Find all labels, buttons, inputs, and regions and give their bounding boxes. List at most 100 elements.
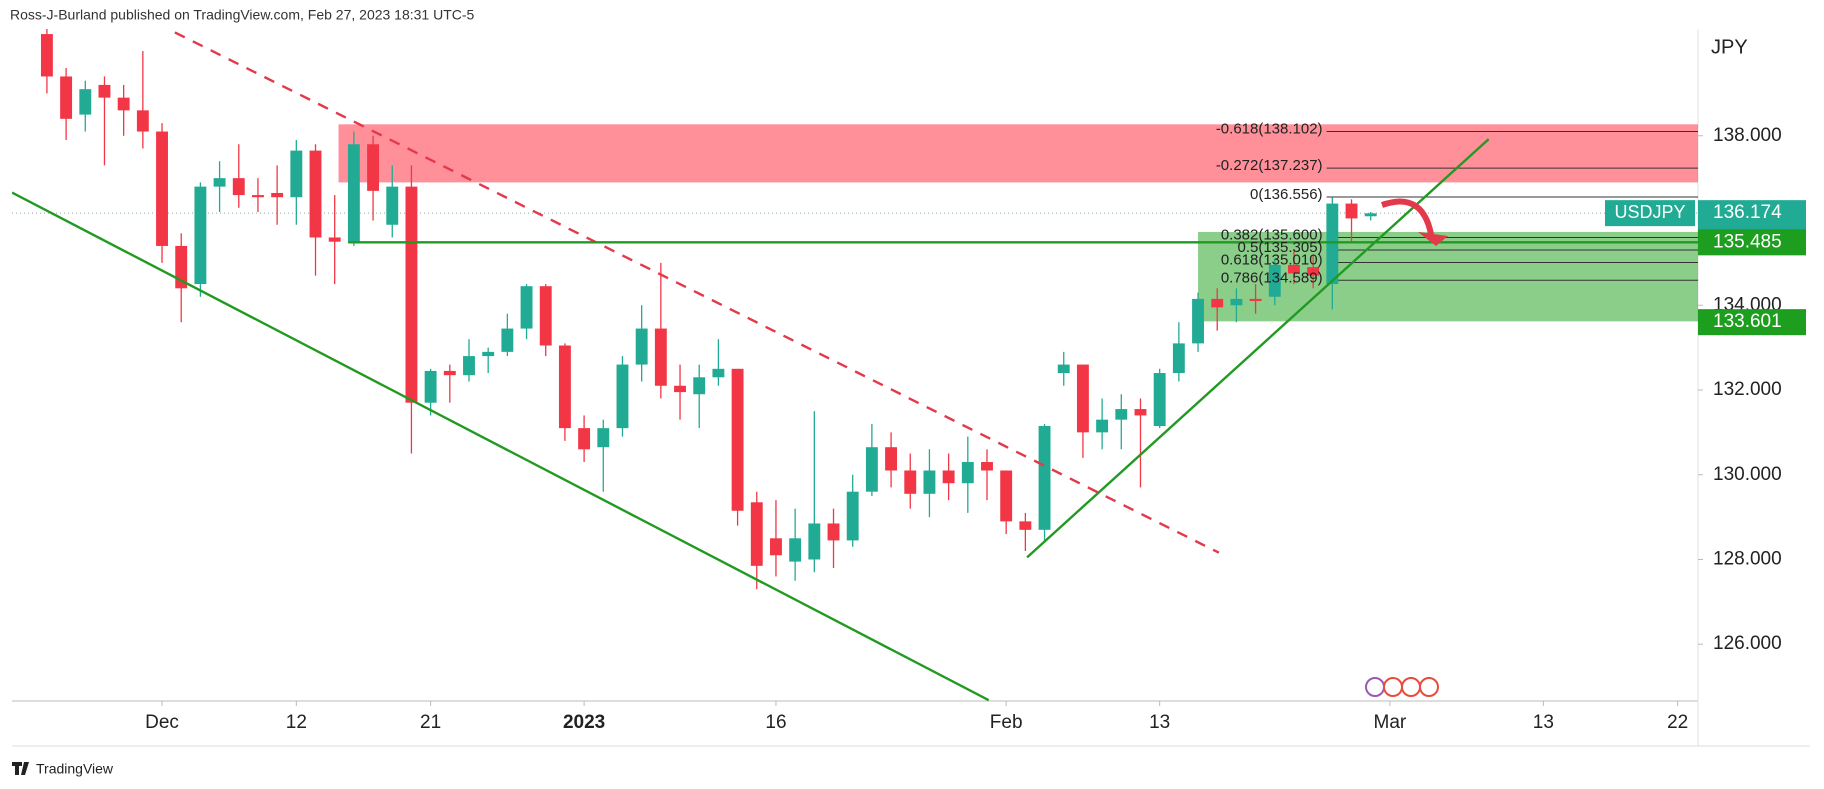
candle-body <box>1057 364 1070 374</box>
candle-body <box>1134 409 1147 416</box>
candle-body <box>367 144 380 191</box>
candle-body <box>290 150 303 198</box>
candle-body <box>770 538 782 556</box>
candle-body <box>1192 298 1204 344</box>
candle-body <box>712 368 725 378</box>
candle-body <box>1211 298 1224 308</box>
last-price-label: 136.174 <box>1713 202 1782 223</box>
candle-body <box>558 345 571 429</box>
candle-body <box>1115 409 1128 420</box>
candle-body <box>846 491 859 541</box>
candle-body <box>539 286 552 346</box>
plot-area <box>12 29 1698 701</box>
candle-body <box>885 447 898 471</box>
zone <box>1198 231 1698 322</box>
y-tick-label: 126.000 <box>1713 633 1782 654</box>
footer-text: TradingView <box>36 761 114 777</box>
zone <box>338 124 1698 183</box>
candle-body <box>1230 298 1243 306</box>
candle-body <box>386 186 399 225</box>
header: Ross-J-Burland published on TradingView.… <box>10 7 475 23</box>
candle-body <box>194 186 207 285</box>
fib-label: -0.618(138.102) <box>1216 120 1323 137</box>
candle-body <box>60 76 73 119</box>
price-level-badge <box>1698 229 1806 256</box>
candle-body <box>1364 213 1377 217</box>
x-tick-label: 12 <box>286 712 307 733</box>
candle-body <box>347 144 360 242</box>
candle-body <box>520 286 533 329</box>
y-tick-label: 128.000 <box>1713 548 1782 569</box>
candle-body <box>1153 373 1166 427</box>
candle-body <box>482 351 495 357</box>
candle-body <box>578 428 591 450</box>
x-tick-label: Dec <box>145 712 179 733</box>
x-tick-label: 2023 <box>563 712 605 733</box>
arrow-head <box>1418 232 1448 246</box>
candle-body <box>463 356 475 376</box>
candle-body <box>1345 203 1358 219</box>
symbol-label: USDJPY <box>1614 202 1685 222</box>
candle-body <box>1307 267 1320 276</box>
candle-body <box>904 470 917 494</box>
fib-label: 0.5(135.305) <box>1237 239 1322 256</box>
candle-body <box>1000 470 1013 522</box>
candle-body <box>1288 265 1300 274</box>
candle-body <box>654 328 667 386</box>
fib-label: 0.786(134.589) <box>1221 269 1323 286</box>
price-level-label: 133.601 <box>1713 311 1782 332</box>
candle-body <box>635 328 648 365</box>
x-tick-label: Mar <box>1374 712 1407 733</box>
y-tick-label: 138.000 <box>1713 125 1782 146</box>
x-tick-label: 16 <box>765 712 786 733</box>
trendline <box>1026 138 1490 559</box>
candle-body <box>156 131 168 246</box>
y-tick-label: 132.000 <box>1713 379 1782 400</box>
candle-body <box>981 462 993 471</box>
candle-body <box>1268 265 1281 297</box>
x-tick-label: 13 <box>1533 712 1554 733</box>
fib-label: -0.272(137.237) <box>1216 157 1323 174</box>
candle-body <box>789 538 802 562</box>
footer-logo: TradingView <box>12 761 114 777</box>
candle-body <box>136 110 149 132</box>
candle-body <box>309 150 322 238</box>
candle-body <box>827 523 840 541</box>
trendline <box>174 31 1220 554</box>
candle-body <box>1172 343 1185 374</box>
candle-body <box>1249 298 1262 302</box>
fib-label: 0.382(135.600) <box>1221 226 1323 243</box>
fib-label: 0(136.556) <box>1250 186 1323 203</box>
candle-body <box>271 192 284 198</box>
price-level-badge <box>1698 309 1806 336</box>
candle-body <box>808 523 821 560</box>
candle-body <box>213 178 226 187</box>
trendline <box>12 191 990 701</box>
x-tick-label: Feb <box>990 712 1023 733</box>
candle-body <box>98 84 111 98</box>
event-icons <box>1365 677 1439 697</box>
candle-body <box>1038 426 1051 530</box>
x-tick-label: 21 <box>420 712 441 733</box>
y-tick-label: 130.000 <box>1713 464 1782 485</box>
candle-body <box>1326 203 1339 285</box>
candle-body <box>175 245 188 289</box>
candle-body <box>117 97 130 111</box>
candle-body <box>961 462 974 484</box>
candle-body <box>731 368 744 511</box>
candle-body <box>424 370 437 403</box>
candle-body <box>79 89 92 115</box>
candle-body <box>1096 419 1109 433</box>
candle-body <box>501 328 514 352</box>
candle-body <box>443 370 456 376</box>
candle-body <box>616 364 629 429</box>
candle-body <box>328 237 341 242</box>
x-tick-label: 13 <box>1149 712 1170 733</box>
symbol-badge <box>1605 200 1695 227</box>
candle-body <box>923 470 936 494</box>
x-tick-label: 22 <box>1667 712 1688 733</box>
fib-label: 0.618(135.010) <box>1221 251 1323 268</box>
